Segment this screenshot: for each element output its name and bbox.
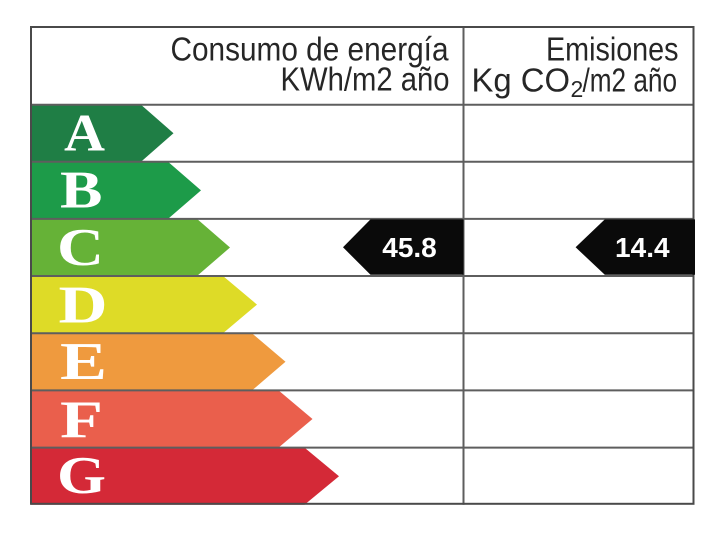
- svg-text:Consumo de energía: Consumo de energía: [171, 31, 450, 68]
- svg-text:F: F: [60, 392, 103, 450]
- svg-text:E: E: [60, 333, 107, 391]
- svg-text:A: A: [64, 105, 105, 163]
- svg-text:/m2 año: /m2 año: [583, 62, 678, 99]
- svg-text:C: C: [57, 219, 104, 277]
- svg-text:B: B: [60, 162, 103, 220]
- svg-text:KWh/m2 año: KWh/m2 año: [281, 61, 450, 98]
- svg-text:Kg CO: Kg CO: [472, 62, 571, 99]
- svg-text:14.4: 14.4: [615, 232, 670, 263]
- svg-text:45.8: 45.8: [382, 232, 437, 263]
- svg-text:Emisiones: Emisiones: [546, 31, 679, 68]
- svg-text:D: D: [59, 277, 108, 335]
- svg-text:2: 2: [571, 76, 584, 102]
- svg-text:G: G: [57, 447, 106, 505]
